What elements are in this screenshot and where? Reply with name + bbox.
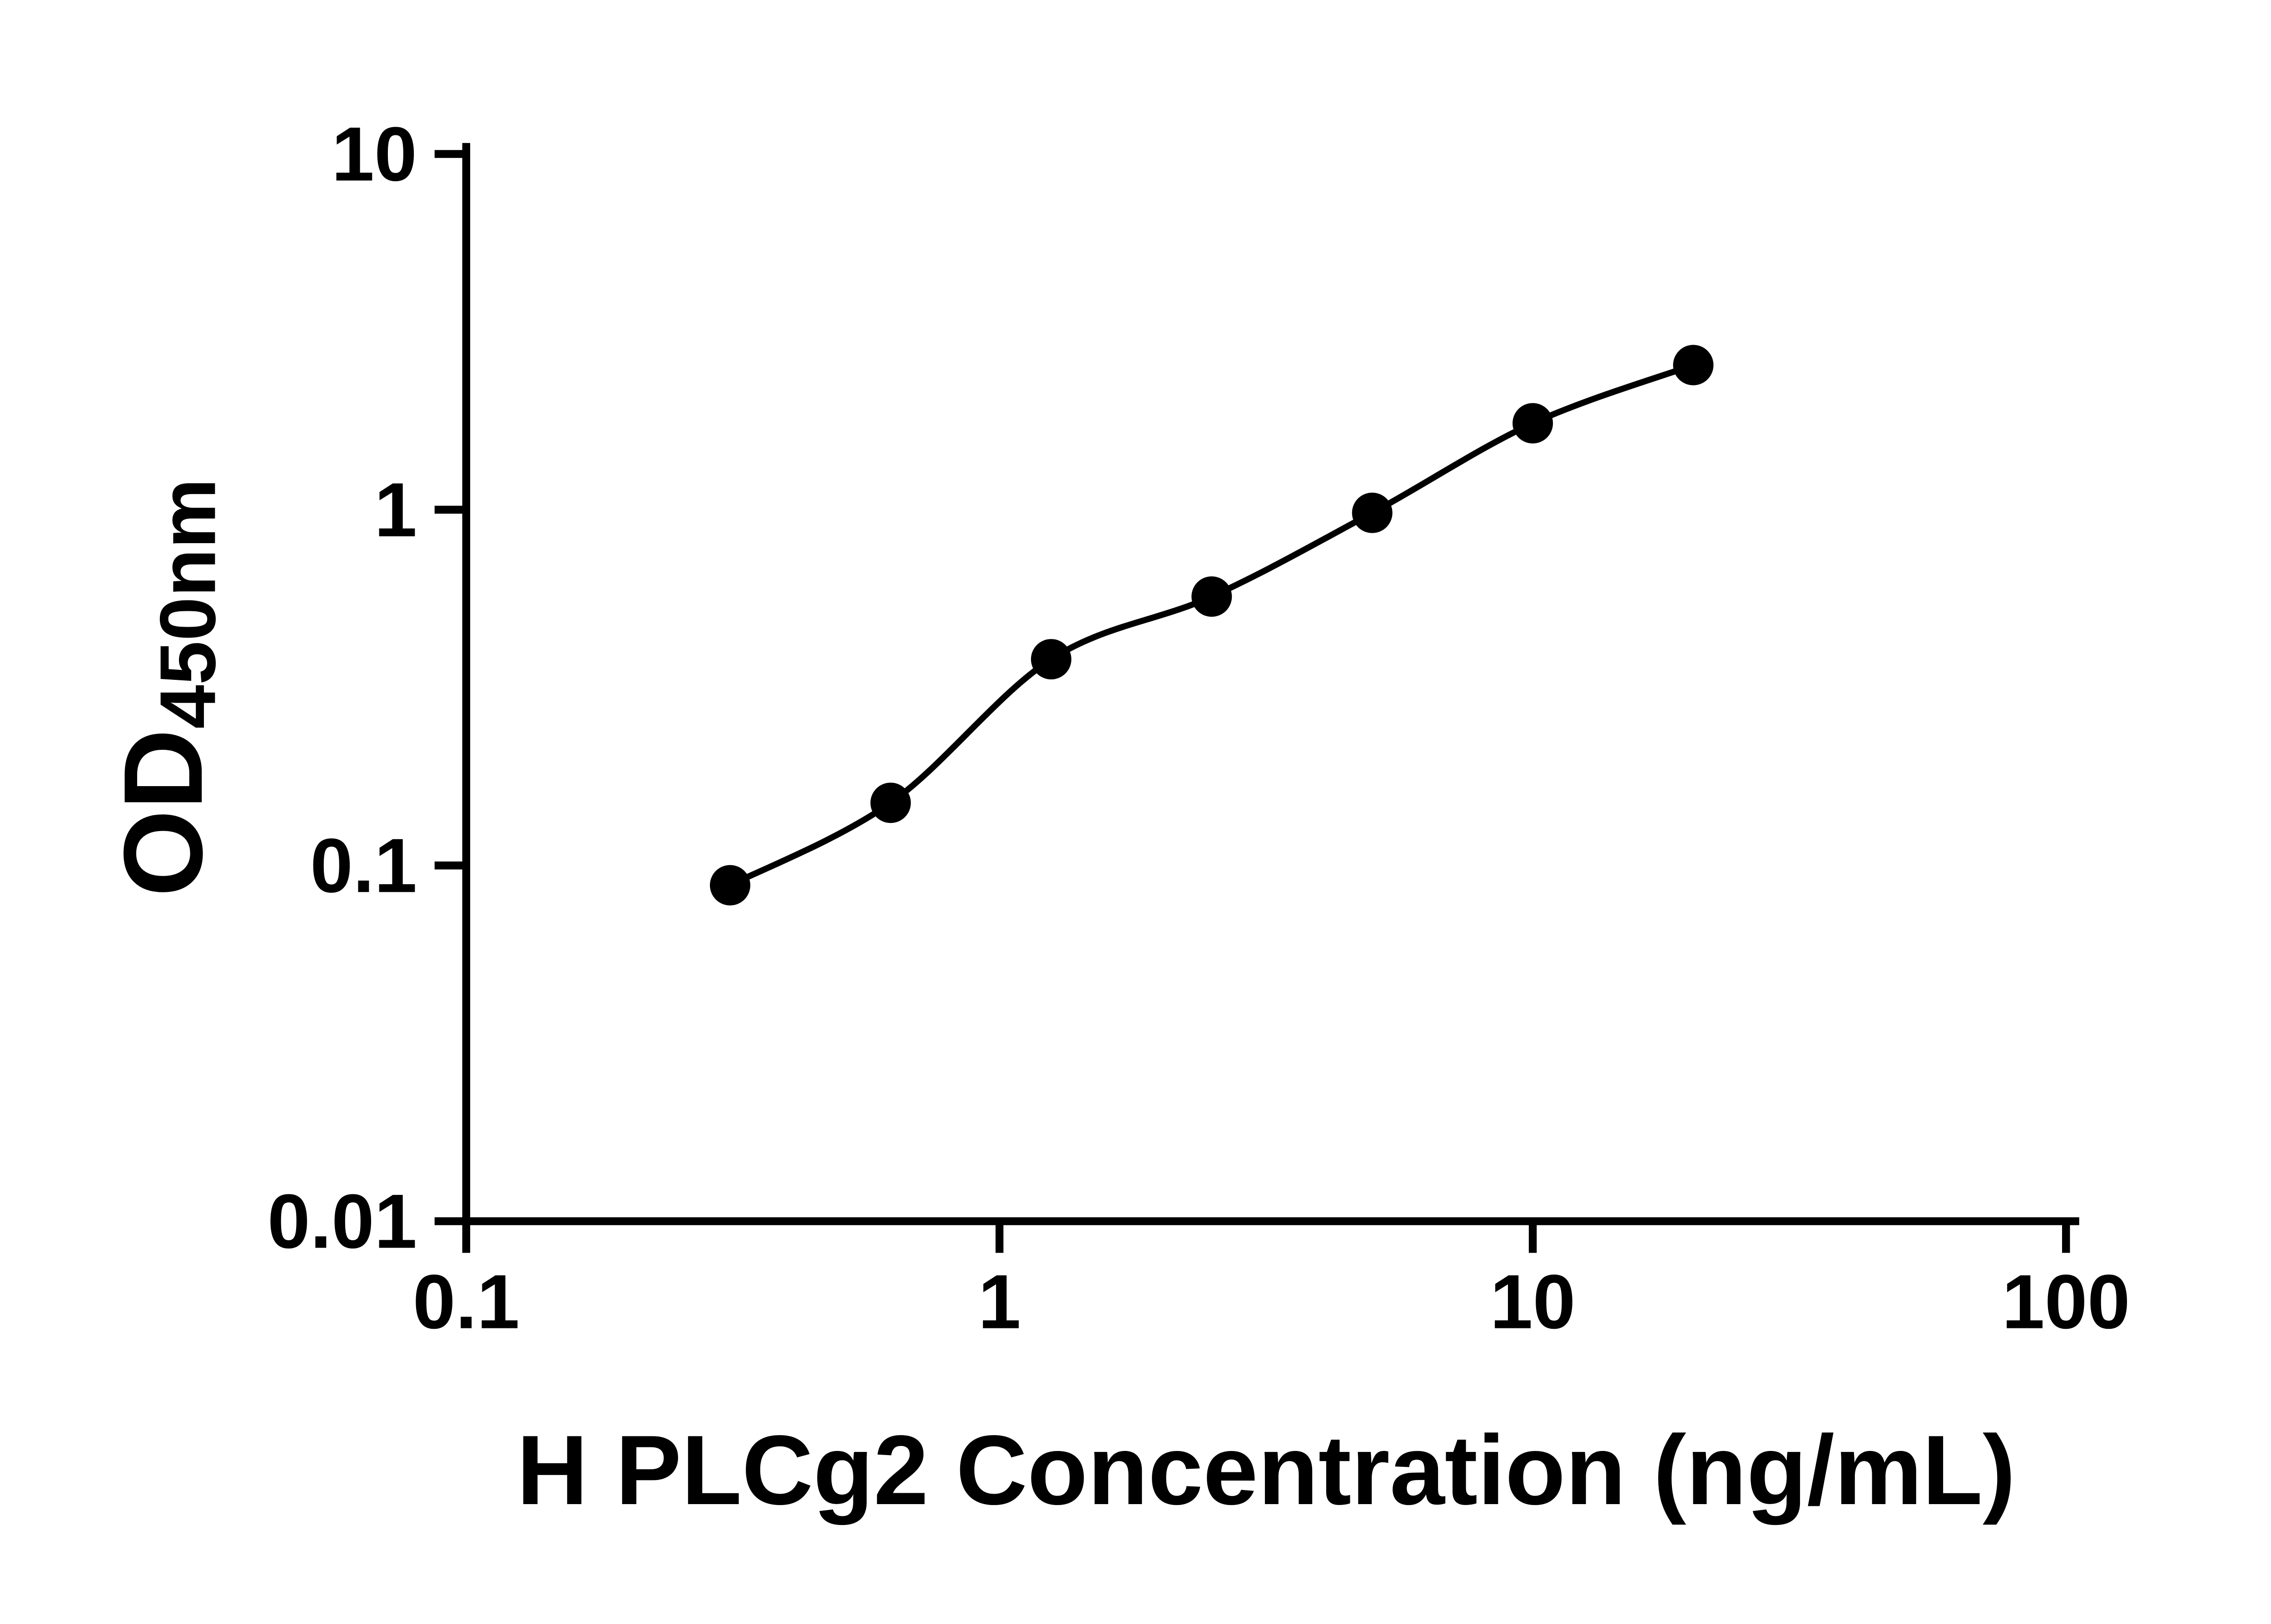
x-axis-title: H PLCg2 Concentration (ng/mL) <box>517 1415 2016 1525</box>
data-point <box>1512 403 1553 444</box>
y-tick-label: 0.1 <box>310 822 417 908</box>
x-tick-label: 10 <box>1490 1259 1575 1345</box>
data-point <box>1673 345 1714 386</box>
x-tick-label: 0.1 <box>413 1259 520 1345</box>
data-point <box>1352 492 1393 533</box>
y-tick-label: 1 <box>374 467 417 553</box>
x-tick-label: 100 <box>2002 1259 2130 1345</box>
data-point <box>709 865 750 906</box>
x-tick-label: 1 <box>978 1259 1021 1345</box>
y-tick-label: 10 <box>332 111 417 197</box>
data-point <box>1191 576 1232 617</box>
data-point <box>1031 639 1071 680</box>
elisa-standard-curve-figure: 0.1 1 10 100 0.01 0.1 1 10 H PLCg2 Concentration… <box>18 7 2271 1578</box>
data-point <box>870 782 911 823</box>
y-tick-label: 0.01 <box>268 1178 417 1264</box>
y-axis-title: OD450nm <box>101 478 232 896</box>
